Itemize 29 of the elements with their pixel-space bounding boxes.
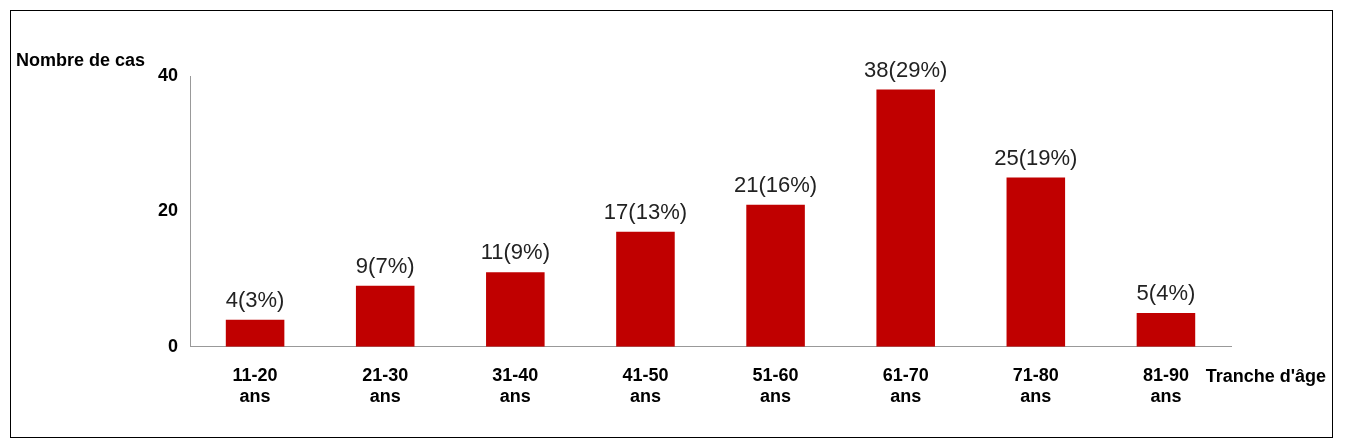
- x-tick-label: 31-40 ans: [492, 364, 539, 407]
- x-tick-label: 11-20 ans: [232, 364, 278, 407]
- data-label: 25(19%): [994, 144, 1078, 170]
- bar: [486, 272, 545, 347]
- y-tick-label: 0: [168, 335, 179, 356]
- x-tick-label: 61-70 ans: [882, 364, 929, 407]
- bar: [225, 319, 285, 347]
- data-label: 5(4%): [1136, 280, 1196, 306]
- x-axis-title: Tranche d'âge: [1205, 365, 1326, 386]
- data-label: 21(16%): [733, 171, 818, 197]
- y-tick-label: 20: [157, 200, 179, 221]
- data-label: 11(9%): [480, 239, 550, 265]
- data-label: 4(3%): [225, 286, 285, 312]
- x-tick-label: 71-80 ans: [1012, 364, 1059, 407]
- bar: [746, 204, 805, 347]
- bar: [876, 89, 935, 347]
- x-tick-label: 21-30 ans: [362, 364, 409, 407]
- x-tick-label: 41-50 ans: [622, 364, 669, 407]
- data-label: 9(7%): [355, 252, 415, 278]
- y-tick-label: 40: [157, 64, 179, 85]
- bar: [355, 285, 415, 347]
- x-tick-label: 51-60 ans: [752, 364, 799, 407]
- data-label: 17(13%): [603, 198, 688, 224]
- y-axis-title: Nombre de cas: [16, 49, 146, 70]
- x-tick-label: 81-90 ans: [1142, 364, 1189, 407]
- bar: [1136, 312, 1196, 347]
- bar: [616, 231, 675, 347]
- bar: [1006, 177, 1066, 347]
- data-label: 38(29%): [864, 56, 948, 82]
